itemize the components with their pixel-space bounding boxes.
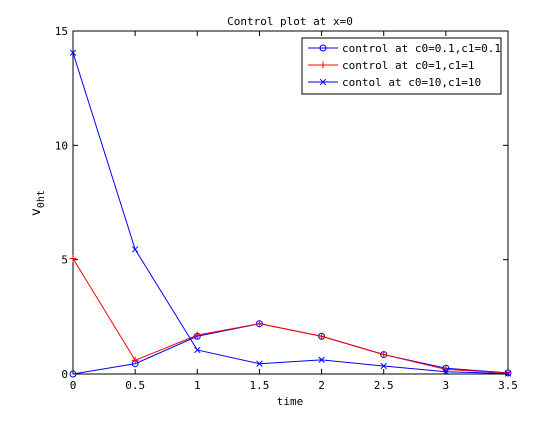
legend-item-2: control at c0=1,c1=1 [308,59,474,72]
legend-label: control at c0=0.1,c1=0.1 [342,42,501,55]
x-tick-label: 0.5 [125,379,145,392]
y-axis-label-main: v [29,208,44,216]
x-axis-label: time [277,395,304,408]
y-tick-label: 15 [55,25,68,38]
legend: control at c0=0.1,c1=0.1 control at c0=1,… [301,37,502,95]
data-point [256,360,263,367]
marker-x-b [69,49,77,56]
marker-circle [319,44,327,52]
x-tick-label: 2.5 [374,379,394,392]
data-point [131,246,139,253]
marker-x-b [504,370,512,377]
x-tick-label: 2 [318,379,325,392]
x-tick-label: 0 [70,379,77,392]
data-point [380,351,388,359]
legend-marker [319,61,327,69]
data-point [69,370,77,378]
x-tick-label: 3 [443,379,450,392]
chart-title: Control plot at x=0 [227,15,353,28]
marker-x-b [318,356,325,363]
data-point [318,356,325,363]
series-line [72,52,509,375]
legend-marker [319,44,327,52]
marker-x-b [319,78,327,86]
y-axis-label: v0ht [29,190,47,216]
marker-circle [69,370,77,378]
data-point [255,320,263,328]
data-point [193,331,201,339]
series-3 [69,49,512,377]
x-tick-label: 1.5 [249,379,269,392]
data-point [442,368,450,375]
data-point [69,49,77,56]
series-2 [69,255,512,377]
marker-x-b [194,346,201,354]
data-point [504,370,512,377]
legend-marker [319,78,327,86]
x-tick-label: 1 [194,379,201,392]
marker-x-b [380,362,387,370]
y-tick-label: 10 [55,139,68,152]
legend-item-3: contol at c0=10,c1=10 [308,76,481,89]
legend-item-1: control at c0=0.1,c1=0.1 [308,42,501,55]
y-tick-label: 0 [61,368,68,381]
legend-box [301,37,502,95]
marker-x-b [131,246,139,253]
data-point [380,362,387,370]
data-point [131,356,139,364]
legend-items: control at c0=0.1,c1=0.1 control at c0=1,… [308,42,501,89]
data-point [318,332,326,340]
x-tick-label: 3.5 [498,379,518,392]
legend-label: control at c0=1,c1=1 [342,59,474,72]
data-point [194,346,201,354]
marker-x-b [442,368,450,375]
series-layer [69,49,512,378]
marker-x-b [256,360,263,367]
y-axis-label-sub: 0ht [36,190,47,208]
y-tick-label: 5 [61,254,68,267]
legend-label: contol at c0=10,c1=10 [342,76,481,89]
series-line [72,258,509,374]
data-point [69,255,77,263]
